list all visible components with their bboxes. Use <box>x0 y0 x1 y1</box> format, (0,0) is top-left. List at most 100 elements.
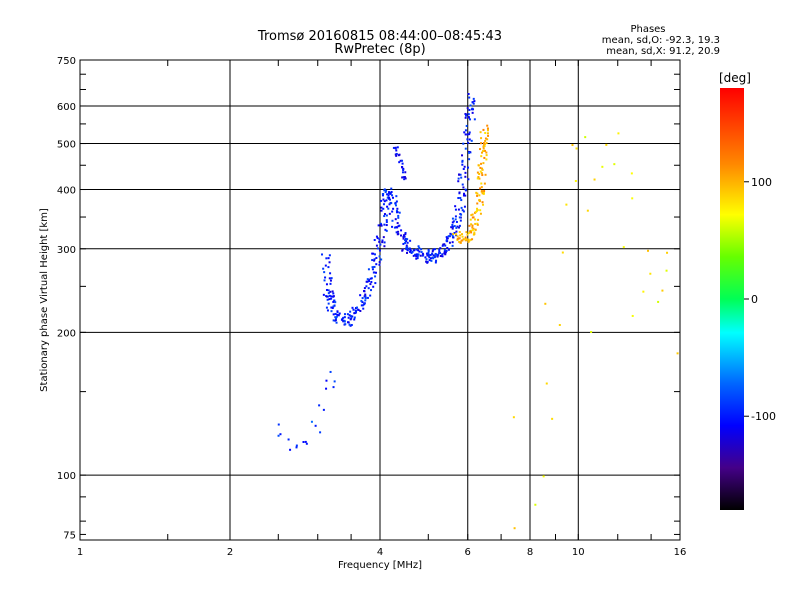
echo-point <box>323 271 326 274</box>
echo-point <box>649 272 652 275</box>
echo-point <box>329 290 332 293</box>
echo-point <box>387 207 390 210</box>
echo-point <box>402 235 405 238</box>
echo-point <box>397 214 400 217</box>
echo-point <box>605 143 608 146</box>
echo-point <box>466 138 469 141</box>
echo-point <box>277 423 280 426</box>
echo-point <box>430 259 433 262</box>
echo-point <box>374 275 377 278</box>
echo-point <box>406 249 409 252</box>
echo-point <box>451 241 454 244</box>
echo-point <box>426 254 429 257</box>
echo-point <box>463 192 466 195</box>
echo-point <box>476 202 479 205</box>
echo-point <box>349 318 352 321</box>
echo-point <box>330 277 333 280</box>
echo-point <box>469 218 472 221</box>
echo-point <box>460 206 463 209</box>
echo-point <box>352 308 355 311</box>
phases-o-stats: mean, sd,O: -92.3, 19.3 <box>602 35 720 46</box>
echo-point <box>405 240 408 243</box>
echo-point <box>458 224 461 227</box>
echo-point <box>474 218 477 221</box>
echo-point <box>380 209 383 212</box>
echo-point <box>332 305 335 308</box>
echo-point <box>480 190 483 193</box>
echo-point <box>385 214 388 217</box>
echo-point <box>365 285 368 288</box>
echo-point <box>388 196 391 199</box>
echo-point <box>477 175 480 178</box>
echo-point <box>379 243 382 246</box>
echo-point <box>359 294 362 297</box>
echo-point <box>391 219 394 222</box>
echo-point <box>396 233 399 236</box>
echo-point <box>386 196 389 199</box>
echo-point <box>447 235 450 238</box>
echo-point <box>461 163 464 166</box>
echo-point <box>395 195 398 198</box>
echo-point <box>327 257 330 260</box>
echo-point <box>486 132 489 135</box>
echo-point <box>322 408 325 411</box>
x-tick-label: 6 <box>465 547 471 558</box>
echo-point <box>415 253 418 256</box>
echo-point <box>367 268 370 271</box>
echo-point <box>471 238 474 241</box>
echo-point <box>452 232 455 235</box>
echo-point <box>388 191 391 194</box>
echo-point <box>476 222 479 225</box>
echo-point <box>375 235 378 238</box>
echo-point <box>480 186 483 189</box>
echo-point <box>417 245 420 248</box>
colorbar-tick-label: -100 <box>751 410 776 423</box>
echo-point <box>370 280 373 283</box>
echo-point <box>482 192 485 195</box>
echo-point <box>464 129 467 132</box>
echo-point <box>336 313 339 316</box>
echo-point <box>438 252 441 255</box>
echo-point <box>397 154 400 157</box>
echo-point <box>375 244 378 247</box>
echo-point <box>445 239 448 242</box>
echo-point <box>343 319 346 322</box>
echo-point <box>457 237 460 240</box>
echo-point <box>464 194 467 197</box>
echo-point <box>332 300 335 303</box>
echo-point <box>374 282 377 285</box>
echo-point <box>395 231 398 234</box>
echo-point <box>353 316 356 319</box>
echo-point <box>404 171 407 174</box>
echo-point <box>334 319 337 322</box>
echo-point <box>454 208 457 211</box>
echo-point <box>467 232 470 235</box>
echo-point <box>277 434 280 437</box>
echo-point <box>484 137 487 140</box>
echo-point <box>458 216 461 219</box>
echo-point <box>402 242 405 245</box>
echo-point <box>334 301 337 304</box>
echo-point <box>480 155 483 158</box>
echo-point <box>346 321 349 324</box>
echo-point <box>454 205 457 208</box>
echo-point <box>485 154 488 157</box>
echo-point <box>475 210 478 213</box>
echo-point <box>446 247 449 250</box>
echo-point <box>329 282 332 285</box>
echo-point <box>457 226 460 229</box>
echo-point <box>375 256 378 259</box>
echo-point <box>459 173 462 176</box>
echo-point <box>484 142 487 145</box>
echo-point <box>631 197 634 200</box>
echo-point <box>415 248 418 251</box>
echo-point <box>401 166 404 169</box>
echo-point <box>372 252 375 255</box>
echo-point <box>476 194 479 197</box>
echo-point <box>332 292 335 295</box>
echo-point <box>575 147 578 150</box>
echo-point <box>461 233 464 236</box>
echo-point <box>326 309 329 312</box>
echo-point <box>395 152 398 155</box>
echo-point <box>436 253 439 256</box>
